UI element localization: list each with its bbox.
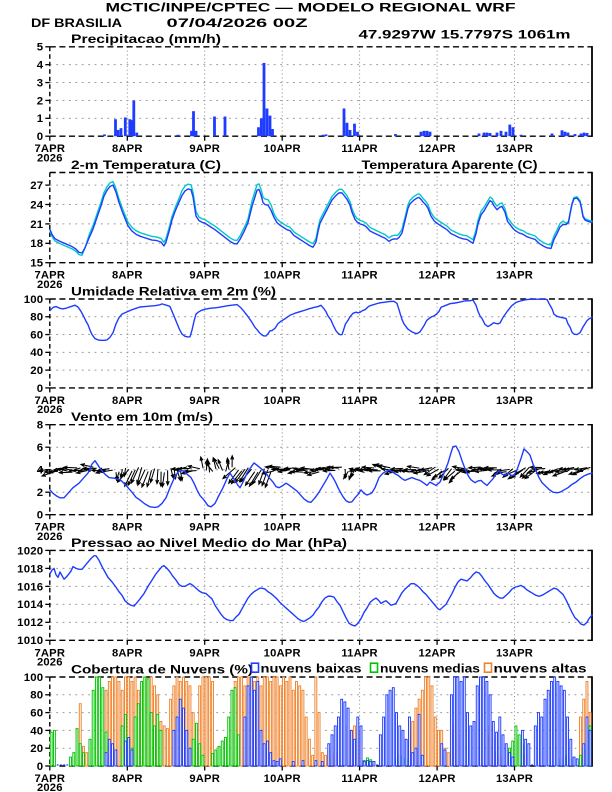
svg-text:20: 20 (30, 365, 43, 377)
svg-text:2: 2 (37, 95, 44, 107)
svg-text:2026: 2026 (37, 782, 63, 792)
svg-text:10APR: 10APR (264, 143, 301, 155)
svg-text:10APR: 10APR (264, 773, 301, 785)
svg-text:21: 21 (30, 219, 44, 231)
svg-text:2026: 2026 (37, 531, 63, 543)
svg-text:7APR: 7APR (34, 773, 65, 785)
svg-text:100: 100 (24, 672, 44, 684)
svg-text:13APR: 13APR (496, 647, 533, 659)
svg-text:1: 1 (37, 113, 44, 125)
svg-text:80: 80 (30, 690, 43, 702)
svg-text:8APR: 8APR (112, 773, 143, 785)
svg-text:1016: 1016 (17, 581, 43, 593)
svg-text:60: 60 (30, 708, 43, 720)
svg-text:9APR: 9APR (189, 647, 220, 659)
svg-text:40: 40 (30, 347, 43, 359)
svg-text:15: 15 (30, 258, 44, 270)
svg-text:Umidade Relativa em 2m (%): Umidade Relativa em 2m (%) (71, 285, 276, 298)
svg-text:07/04/2026 00Z: 07/04/2026 00Z (167, 16, 308, 30)
svg-text:47.9297W 15.7797S 1061m: 47.9297W 15.7797S 1061m (359, 28, 571, 42)
svg-text:7APR: 7APR (34, 395, 65, 407)
svg-text:10APR: 10APR (264, 647, 301, 659)
svg-text:20: 20 (30, 743, 43, 755)
svg-text:12APR: 12APR (419, 647, 456, 659)
svg-text:0: 0 (37, 383, 44, 395)
svg-text:40: 40 (30, 725, 43, 737)
svg-text:2026: 2026 (37, 279, 63, 291)
svg-text:2026: 2026 (37, 657, 63, 669)
svg-text:7APR: 7APR (34, 143, 65, 155)
svg-text:12APR: 12APR (419, 522, 456, 534)
svg-text:10APR: 10APR (264, 522, 301, 534)
svg-text:nuvens baixas: nuvens baixas (261, 663, 362, 676)
svg-text:Precipitacao (mm/h): Precipitacao (mm/h) (71, 33, 221, 46)
svg-text:3: 3 (37, 77, 44, 89)
svg-text:Temperatura Aparente (C): Temperatura Aparente (C) (362, 159, 538, 172)
svg-text:5: 5 (37, 42, 44, 54)
svg-text:1014: 1014 (17, 599, 44, 611)
svg-text:8APR: 8APR (112, 270, 143, 282)
svg-text:13APR: 13APR (496, 143, 533, 155)
svg-text:13APR: 13APR (496, 522, 533, 534)
svg-text:18: 18 (30, 238, 43, 250)
svg-text:0: 0 (37, 510, 44, 522)
svg-text:Pressao ao Nivel Medio do Mar: Pressao ao Nivel Medio do Mar (hPa) (71, 537, 347, 550)
svg-text:11APR: 11APR (341, 270, 377, 282)
svg-text:100: 100 (24, 294, 44, 306)
svg-text:nuvens medias: nuvens medias (380, 663, 480, 676)
svg-text:12APR: 12APR (419, 395, 456, 407)
svg-text:1018: 1018 (17, 563, 43, 575)
svg-text:12APR: 12APR (419, 773, 456, 785)
svg-text:9APR: 9APR (189, 773, 220, 785)
svg-text:Cobertura de Nuvens (%): Cobertura de Nuvens (%) (71, 663, 253, 676)
svg-text:8APR: 8APR (112, 647, 143, 659)
svg-text:MCTIC/INPE/CPTEC — MODELO REGI: MCTIC/INPE/CPTEC — MODELO REGIONAL WRF (106, 1, 517, 15)
svg-text:2026: 2026 (37, 404, 63, 416)
svg-text:DF BRASILIA: DF BRASILIA (31, 16, 122, 30)
svg-text:nuvens altas: nuvens altas (494, 663, 587, 676)
svg-text:8APR: 8APR (112, 522, 143, 534)
svg-text:27: 27 (30, 180, 43, 192)
svg-text:11APR: 11APR (341, 395, 377, 407)
svg-text:8APR: 8APR (112, 143, 143, 155)
svg-text:12APR: 12APR (419, 143, 456, 155)
svg-text:8: 8 (37, 420, 44, 432)
svg-text:9APR: 9APR (189, 522, 220, 534)
svg-text:12APR: 12APR (419, 270, 456, 282)
svg-text:7APR: 7APR (34, 522, 65, 534)
svg-text:7APR: 7APR (34, 647, 65, 659)
svg-text:10APR: 10APR (264, 270, 301, 282)
svg-text:7APR: 7APR (34, 270, 65, 282)
svg-text:9APR: 9APR (189, 143, 220, 155)
svg-text:8APR: 8APR (112, 395, 143, 407)
svg-text:2: 2 (37, 487, 44, 499)
svg-text:13APR: 13APR (496, 773, 533, 785)
svg-text:9APR: 9APR (189, 395, 220, 407)
svg-text:0: 0 (37, 761, 44, 773)
svg-text:80: 80 (30, 312, 43, 324)
svg-text:11APR: 11APR (341, 647, 377, 659)
svg-text:13APR: 13APR (496, 395, 533, 407)
svg-text:60: 60 (30, 329, 43, 341)
svg-text:1020: 1020 (17, 545, 43, 557)
svg-text:4: 4 (37, 60, 44, 72)
svg-text:11APR: 11APR (341, 773, 377, 785)
svg-text:6: 6 (37, 442, 44, 454)
svg-text:13APR: 13APR (496, 270, 533, 282)
svg-text:11APR: 11APR (341, 522, 377, 534)
svg-text:1012: 1012 (17, 617, 43, 629)
svg-text:1010: 1010 (17, 635, 43, 647)
svg-text:11APR: 11APR (341, 143, 377, 155)
svg-text:9APR: 9APR (189, 270, 220, 282)
svg-text:2-m Temperatura (C): 2-m Temperatura (C) (71, 159, 221, 172)
svg-text:2026: 2026 (37, 152, 63, 164)
svg-text:Vento em 10m (m/s): Vento em 10m (m/s) (71, 411, 213, 424)
svg-text:24: 24 (30, 199, 44, 211)
svg-text:10APR: 10APR (264, 395, 301, 407)
svg-text:0: 0 (37, 131, 44, 143)
